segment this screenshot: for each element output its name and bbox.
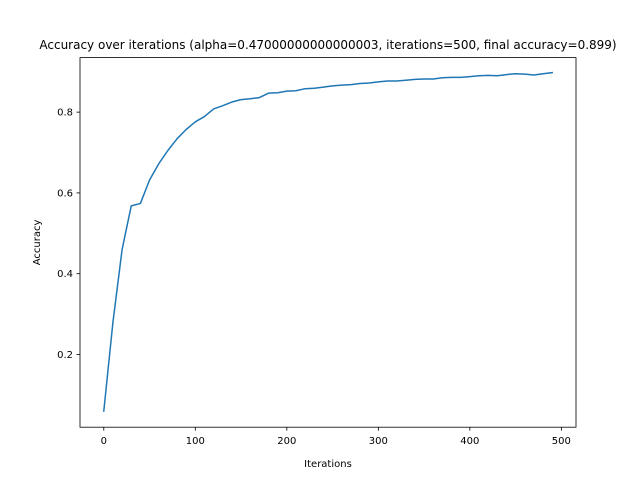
y-tick-label: 0.4 [57,269,73,280]
y-axis-ticks: 0.2 0.4 0.6 0.8 [57,108,80,361]
y-axis-label: Accuracy [32,219,43,265]
x-axis-label: Iterations [304,459,352,470]
y-tick-label: 0.2 [57,350,73,361]
y-tick-label: 0.6 [57,188,73,199]
x-tick-label: 0 [101,436,107,447]
x-tick-label: 100 [186,436,205,447]
accuracy-series-line [102,71,554,412]
x-tick-label: 200 [277,436,296,447]
x-tick-label: 500 [552,436,571,447]
chart-title: Accuracy over iterations (alpha=0.470000… [39,38,616,52]
series-layer [102,71,554,412]
y-tick-label: 0.8 [57,108,73,119]
plot-frame [79,57,577,428]
x-axis-ticks: 0 100 200 300 400 500 [101,427,571,447]
x-tick-label: 300 [369,436,388,447]
x-tick-label: 400 [460,436,479,447]
